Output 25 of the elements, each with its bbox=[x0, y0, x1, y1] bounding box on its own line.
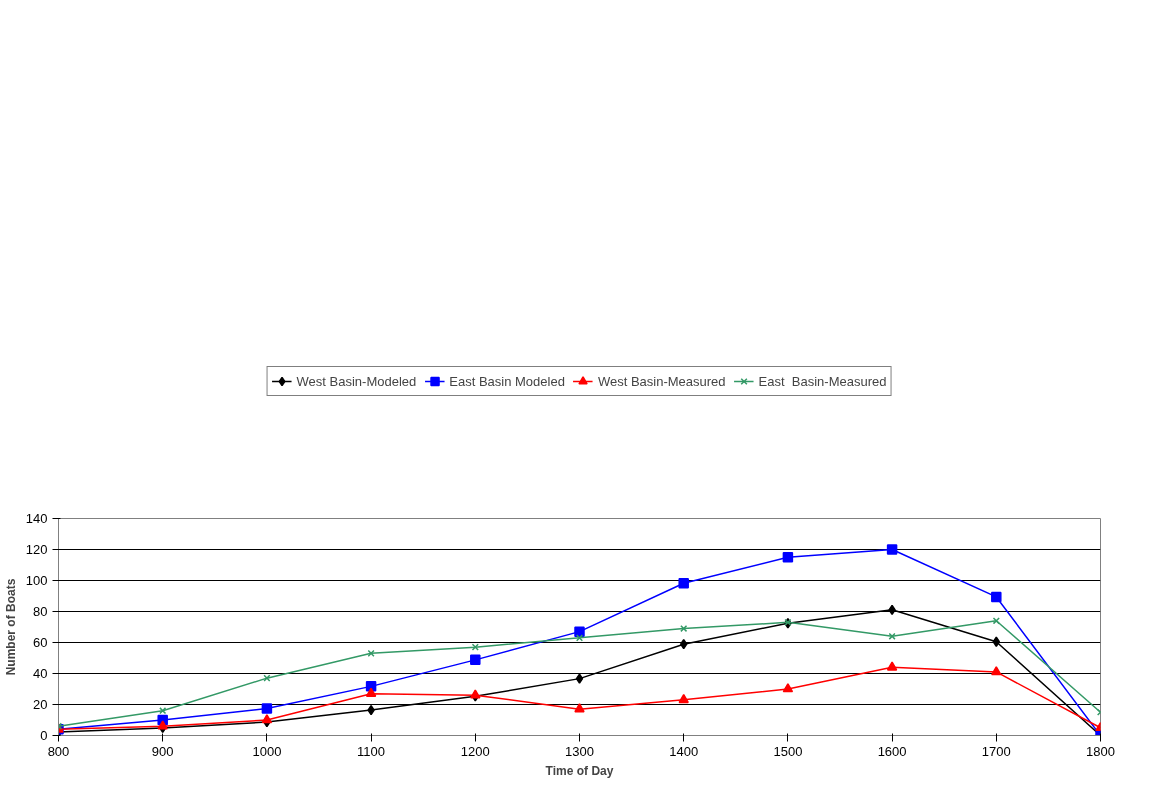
x-tick-label: 900 bbox=[151, 743, 174, 759]
y-axis-title: Number of Boats bbox=[3, 578, 18, 676]
y-tick-label: 140 bbox=[25, 511, 48, 526]
x-tick-label: 800 bbox=[47, 743, 70, 759]
x-axis-title: Time of Day bbox=[545, 763, 614, 778]
legend-label: West Basin-Modeled bbox=[296, 373, 417, 389]
legend-label: East Basin-Measured bbox=[758, 373, 887, 389]
x-tick-label: 1100 bbox=[357, 743, 386, 759]
x-tick-label: 1400 bbox=[669, 743, 699, 759]
y-tick-label: 20 bbox=[33, 697, 48, 712]
x-tick-label: 1700 bbox=[981, 743, 1011, 759]
y-tick-label: 80 bbox=[33, 604, 48, 619]
legend-label: West Basin-Measured bbox=[597, 373, 726, 389]
legend-label: East Basin Modeled bbox=[449, 373, 565, 389]
x-tick-label: 1600 bbox=[877, 743, 907, 759]
y-tick-label: 100 bbox=[25, 573, 48, 588]
x-tick-label: 1300 bbox=[565, 743, 594, 759]
x-tick-label: 1000 bbox=[252, 743, 282, 759]
y-tick-label: 40 bbox=[33, 666, 48, 681]
x-tick-label: 1500 bbox=[773, 743, 803, 759]
x-tick-label: 1200 bbox=[460, 743, 490, 759]
y-tick-label: 60 bbox=[33, 635, 48, 650]
y-tick-label: 0 bbox=[40, 728, 48, 743]
x-tick-label: 1800 bbox=[1086, 743, 1115, 759]
y-tick-label: 120 bbox=[25, 542, 48, 557]
